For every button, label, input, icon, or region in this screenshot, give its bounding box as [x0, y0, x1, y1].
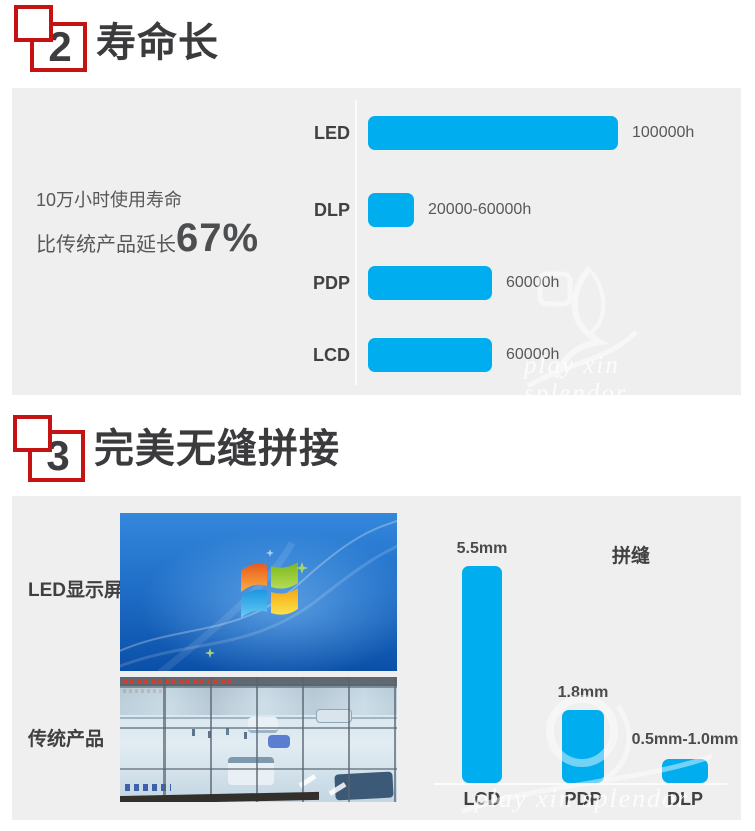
badge-square-large: 3 [28, 430, 85, 482]
chart-row-pdp: PDP 60000h [12, 266, 741, 300]
seam-annotation: 拼缝 [612, 546, 651, 567]
value-bar [662, 759, 708, 783]
videowall-bezel-grid [120, 677, 397, 802]
led-display-label: LED显示屏 [28, 580, 124, 601]
badge-square-small [14, 5, 53, 42]
badge-squares-icon: 3 [13, 415, 108, 500]
value-label: 20000-60000h [428, 201, 532, 218]
section-seamless-title: 完美无缝拼接 [94, 427, 340, 471]
value-bar [368, 193, 414, 227]
seamless-panel: LED显示屏 传统产品 [12, 496, 741, 820]
value-label: 5.5mm [456, 540, 508, 557]
value-label: 0.5mm-1.0mm [631, 731, 739, 748]
badge-square-small [13, 415, 52, 452]
lifespan-caption-line2: 比传统产品延长 67% [36, 216, 259, 261]
section-lifespan-title: 寿命长 [96, 21, 219, 65]
value-bar [562, 710, 604, 783]
category-label: PDP [312, 272, 350, 293]
value-label: 60000h [506, 274, 560, 291]
value-bar [368, 338, 492, 372]
value-label: 1.8mm [557, 684, 609, 701]
lifespan-panel: 10万小时使用寿命 比传统产品延长 67% LED 100000h DLP 20… [12, 88, 741, 407]
value-label: 60000h [506, 346, 560, 363]
traditional-product-label: 传统产品 [28, 729, 105, 750]
caption-prefix: 比传统产品延长 [36, 234, 176, 256]
lifespan-caption-line1: 10万小时使用寿命 [36, 190, 183, 210]
chart-row-led: LED 100000h [12, 116, 741, 150]
value-bar [368, 116, 618, 150]
section-number: 2 [48, 23, 72, 70]
videowall-image [120, 677, 397, 802]
category-label: LCD [463, 789, 501, 809]
category-label: DLP [314, 199, 350, 220]
category-label: DLP [667, 789, 703, 809]
windows-desktop-image [120, 513, 397, 671]
category-label: LCD [313, 344, 350, 365]
chart-row-dlp: DLP 20000-60000h [12, 193, 741, 227]
windows-logo-icon [241, 562, 298, 618]
badge-square-large: 2 [30, 22, 87, 72]
value-bar [368, 266, 492, 300]
category-label: PDP [564, 789, 602, 809]
value-bar [462, 566, 502, 783]
value-label: 100000h [632, 124, 695, 141]
section-number: 3 [46, 432, 70, 479]
chart-row-lcd: LCD 60000h [12, 338, 741, 372]
badge-squares-icon: 2 [14, 5, 109, 90]
caption-highlight-percent: 67% [176, 216, 260, 260]
chart-axis-line [355, 100, 357, 385]
category-label: LED [314, 122, 350, 143]
seam-baseline [434, 783, 727, 785]
